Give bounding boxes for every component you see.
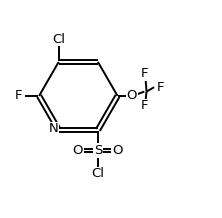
Text: F: F <box>15 89 23 102</box>
Text: O: O <box>73 144 83 157</box>
Text: S: S <box>94 144 102 157</box>
Text: F: F <box>157 81 164 94</box>
Text: F: F <box>141 99 148 112</box>
Text: Cl: Cl <box>52 32 65 46</box>
Text: O: O <box>113 144 123 157</box>
Text: Cl: Cl <box>91 167 104 181</box>
Text: F: F <box>141 67 148 80</box>
Text: N: N <box>49 122 59 135</box>
Text: O: O <box>127 89 137 102</box>
